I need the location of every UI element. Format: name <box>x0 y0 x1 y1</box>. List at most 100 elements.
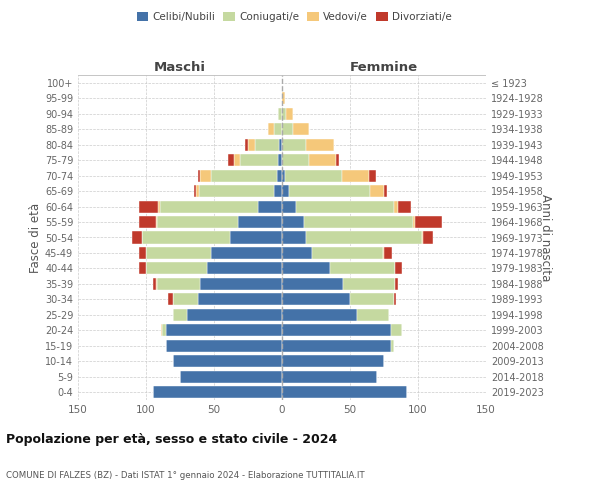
Bar <box>307 232 422 243</box>
Bar <box>312 247 383 259</box>
Bar <box>282 324 391 336</box>
Bar <box>415 216 442 228</box>
Bar <box>282 309 357 321</box>
Bar <box>398 200 411 212</box>
Bar <box>285 170 342 181</box>
Bar <box>395 262 401 274</box>
Bar <box>240 154 278 166</box>
Bar <box>196 185 199 197</box>
Bar <box>282 216 304 228</box>
Bar <box>357 309 389 321</box>
Bar <box>227 154 235 166</box>
Bar <box>168 294 173 306</box>
Bar <box>286 108 293 120</box>
Text: COMUNE DI FALZES (BZ) - Dati ISTAT 1° gennaio 2024 - Elaborazione TUTTITALIA.IT: COMUNE DI FALZES (BZ) - Dati ISTAT 1° ge… <box>6 470 365 480</box>
Bar <box>238 216 282 228</box>
Bar <box>278 108 282 120</box>
Bar <box>278 154 282 166</box>
Bar <box>337 154 339 166</box>
Bar <box>199 185 274 197</box>
Y-axis label: Fasce di età: Fasce di età <box>29 202 42 272</box>
Bar <box>166 324 282 336</box>
Bar <box>282 123 293 135</box>
Bar <box>282 154 309 166</box>
Bar <box>133 232 142 243</box>
Bar <box>293 123 309 135</box>
Bar <box>155 278 157 290</box>
Bar <box>194 185 196 197</box>
Bar <box>309 154 337 166</box>
Bar <box>155 216 157 228</box>
Bar <box>197 294 282 306</box>
Bar <box>282 294 350 306</box>
Bar <box>296 200 394 212</box>
Bar <box>163 324 166 336</box>
Bar <box>424 232 433 243</box>
Bar <box>157 216 238 228</box>
Bar <box>197 170 200 181</box>
Bar <box>343 278 395 290</box>
Bar <box>274 123 282 135</box>
Bar <box>255 138 279 150</box>
Bar <box>166 340 282 352</box>
Bar <box>139 262 146 274</box>
Text: Femmine: Femmine <box>350 61 418 74</box>
Bar <box>304 216 413 228</box>
Bar <box>158 200 160 212</box>
Bar <box>282 262 329 274</box>
Legend: Celibi/Nubili, Coniugati/e, Vedovi/e, Divorziati/e: Celibi/Nubili, Coniugati/e, Vedovi/e, Di… <box>133 8 455 26</box>
Bar <box>282 356 384 368</box>
Bar <box>350 294 394 306</box>
Bar <box>384 247 392 259</box>
Bar <box>289 185 370 197</box>
Bar <box>282 170 285 181</box>
Bar <box>142 232 230 243</box>
Bar <box>422 232 424 243</box>
Bar <box>282 200 296 212</box>
Bar <box>139 200 158 212</box>
Bar <box>282 185 289 197</box>
Bar <box>307 138 334 150</box>
Bar <box>207 262 282 274</box>
Bar <box>248 138 255 150</box>
Bar <box>369 170 376 181</box>
Bar <box>342 170 369 181</box>
Bar <box>200 170 211 181</box>
Bar <box>282 386 407 398</box>
Bar <box>139 216 155 228</box>
Bar <box>391 324 401 336</box>
Y-axis label: Anni di nascita: Anni di nascita <box>539 194 552 281</box>
Bar <box>180 371 282 383</box>
Bar <box>146 262 207 274</box>
Bar <box>257 200 282 212</box>
Bar <box>329 262 395 274</box>
Bar <box>279 138 282 150</box>
Bar <box>139 247 146 259</box>
Bar <box>187 309 282 321</box>
Bar <box>274 185 282 197</box>
Bar <box>230 232 282 243</box>
Bar <box>235 154 240 166</box>
Bar <box>173 356 282 368</box>
Bar <box>245 138 248 150</box>
Bar <box>391 340 394 352</box>
Bar <box>282 108 286 120</box>
Text: Popolazione per età, sesso e stato civile - 2024: Popolazione per età, sesso e stato civil… <box>6 432 337 446</box>
Bar <box>211 170 277 181</box>
Bar <box>282 232 307 243</box>
Bar <box>157 278 200 290</box>
Bar <box>282 278 343 290</box>
Bar <box>282 138 307 150</box>
Bar <box>173 294 197 306</box>
Bar <box>282 340 391 352</box>
Bar <box>160 200 257 212</box>
Bar <box>211 247 282 259</box>
Bar <box>282 92 285 104</box>
Bar <box>413 216 415 228</box>
Bar <box>153 386 282 398</box>
Text: Maschi: Maschi <box>154 61 206 74</box>
Bar <box>200 278 282 290</box>
Bar <box>146 247 211 259</box>
Bar <box>384 185 387 197</box>
Bar <box>282 371 377 383</box>
